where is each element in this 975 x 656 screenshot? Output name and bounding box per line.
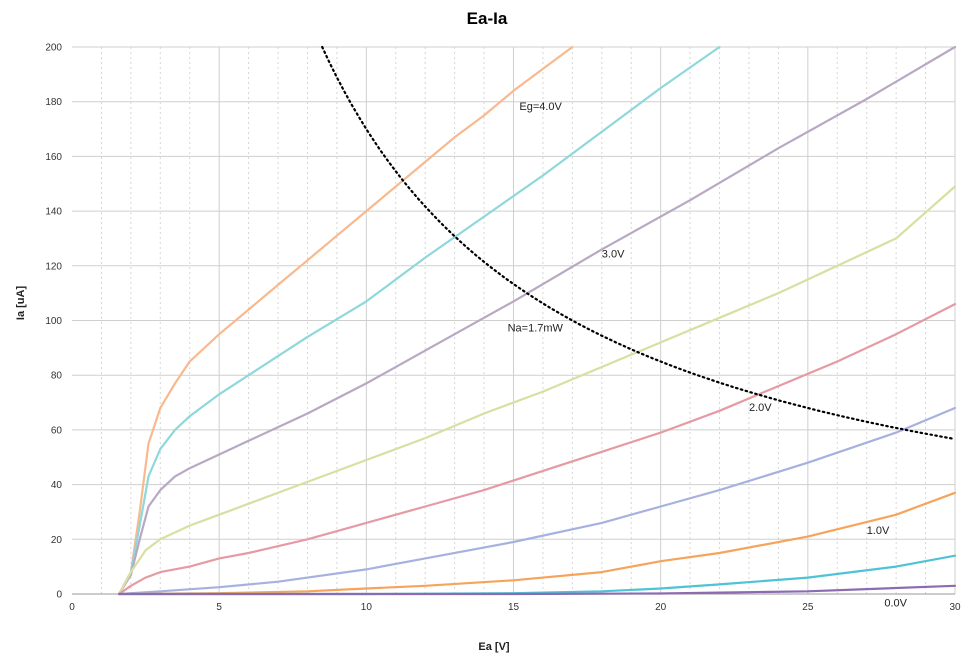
series-line-6: [117, 406, 957, 596]
x-tick-label: 15: [508, 602, 520, 613]
series-line-8: [117, 554, 957, 596]
x-tick-label: 30: [949, 602, 961, 613]
series-line-1: [117, 45, 574, 596]
annotation-label: 1.0V: [867, 525, 890, 537]
x-tick-label: 0: [69, 602, 75, 613]
y-tick-label: 20: [51, 535, 63, 546]
gridlines: [72, 46, 956, 595]
power-curve-group: [321, 45, 957, 441]
x-tick-label: 20: [655, 602, 667, 613]
y-tick-label: 0: [56, 590, 62, 601]
x-tick-label: 5: [216, 602, 222, 613]
chart-title: Ea-Ia: [467, 9, 508, 28]
series-line-7: [117, 491, 957, 596]
y-tick-label: 140: [45, 207, 62, 218]
y-tick-label: 40: [51, 480, 63, 491]
y-tick-label: 120: [45, 261, 62, 272]
annotations-group: Eg=4.0V 3.0V Na=1.7mW 2.0V 1.0V 0.0V: [508, 101, 908, 609]
y-tick-label: 200: [45, 43, 62, 54]
y-tick-label: 100: [45, 316, 62, 327]
series-line-2: [117, 45, 721, 596]
annotation-label: Eg=4.0V: [519, 101, 562, 113]
series-line-3: [117, 45, 957, 596]
series-line-4: [117, 185, 957, 596]
y-tick-label: 180: [45, 97, 62, 108]
power-limit-curve: [321, 45, 957, 441]
x-axis-label: Ea [V]: [478, 641, 510, 653]
annotation-label: Na=1.7mW: [508, 322, 564, 334]
x-tick-label: 25: [802, 602, 814, 613]
annotation-label: 3.0V: [602, 249, 625, 261]
y-axis-label: Ia [uA]: [15, 286, 27, 321]
x-tick-label: 10: [361, 602, 373, 613]
tick-labels: 0 20 40 60 80 100 120 140 160 180 200 0 5 10 15 20 25 30: [45, 43, 961, 614]
series-group: [117, 45, 957, 596]
y-tick-label: 160: [45, 152, 62, 163]
annotation-label: 0.0V: [884, 597, 907, 609]
annotation-label: 2.0V: [749, 402, 772, 414]
y-tick-label: 80: [51, 371, 63, 382]
series-line-9: [117, 584, 957, 596]
series-line-5: [117, 303, 957, 596]
y-tick-label: 60: [51, 425, 63, 436]
